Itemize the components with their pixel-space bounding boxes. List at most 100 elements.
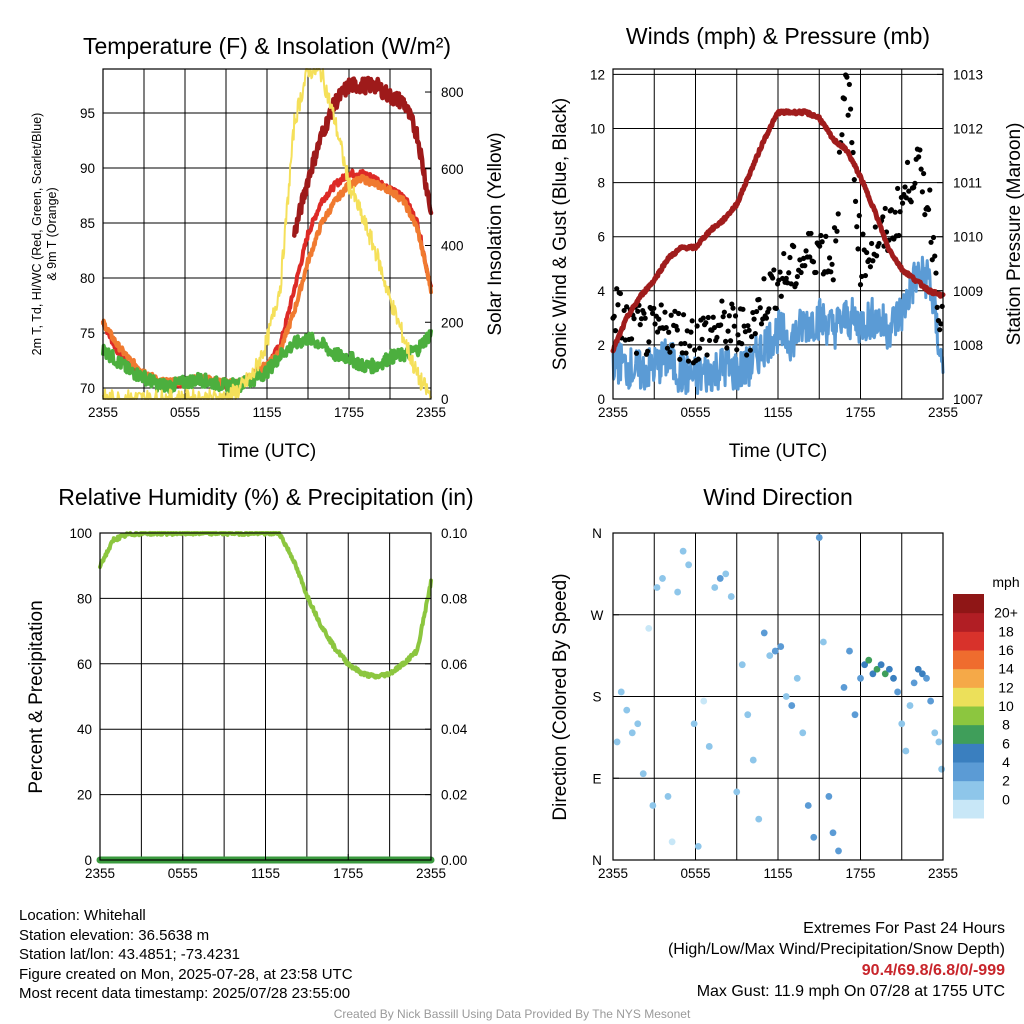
gust-point [688,329,694,335]
gust-point [745,323,751,329]
legend-label: 6 [1002,735,1010,751]
wind-direction-point [873,665,881,673]
wind-direction-point [931,729,939,737]
y-tick-label: 12 [590,67,605,82]
wind-direction-point [851,711,859,719]
y-tick-label: E [592,771,601,786]
y-right-tick-label: 600 [441,162,464,177]
wind-direction-point [777,643,785,650]
legend-label: 14 [998,661,1014,677]
legend-label: 18 [998,623,1014,639]
series-pressure [610,108,946,354]
x-tick-label: 1755 [845,866,875,881]
wind-direction-point [938,765,946,773]
gust-point [823,233,829,239]
location-text: Location: Whitehall [19,907,146,924]
x-tick-label: 0555 [170,405,200,420]
y-right-tick-label: 800 [441,85,464,100]
wind-direction-point [885,665,893,673]
gust-point [675,310,682,317]
wind-direction-point [927,697,935,705]
legend-swatch [953,594,984,614]
gust-point [650,310,656,316]
gust-point [664,345,671,351]
gust-point [654,329,661,335]
y-right-tick-label: 1007 [953,392,983,407]
gust-point [787,254,793,261]
y-tick-label: 100 [69,526,92,541]
wind-direction-point [659,575,666,582]
wind-direction-point [914,665,922,673]
gust-point [929,257,935,263]
gust-point [856,213,862,219]
gust-point [917,147,923,153]
gust-point [916,154,922,160]
wind-direction-point [840,684,848,691]
gust-point [899,200,906,206]
gust-point [682,340,688,347]
gust-point [739,341,745,347]
direction-ylabel: Direction (Colored By Speed) [550,573,571,820]
wind-direction-point [877,661,885,669]
wind-direction-point [923,674,930,682]
wind-direction-point [799,729,807,737]
wind-direction-point [835,847,842,855]
legend-swatch [953,743,984,763]
gust-point [870,258,876,264]
wind-direction-point [825,793,833,800]
gust-point [880,214,886,220]
gust-point [860,231,866,237]
gust-point [778,293,784,299]
gust-point [734,347,740,353]
gust-point [729,301,735,307]
recent-data-text: Most recent data timestamp: 2025/07/28 2… [19,985,351,1002]
legend-label: 8 [1002,717,1010,733]
y-right-tick-label: 1011 [953,176,982,191]
humidity-panel: Relative Humidity (%) & Precipitation (i… [26,484,474,881]
gust-point [798,269,804,276]
gust-point [810,259,817,265]
gust-point [864,249,870,256]
gust-point [663,325,669,331]
gust-point [937,327,943,333]
gust-point [849,139,855,146]
series-sonic-wind [611,255,945,395]
y-right-tick-label: 1010 [953,230,983,245]
gust-point [848,106,854,112]
y-tick-label: S [592,690,601,705]
x-tick-label: 0555 [168,866,198,881]
latlon-text: Station lat/lon: 43.4851; -73.4231 [19,946,241,963]
direction-title: Wind Direction [703,484,853,510]
legend-swatch [953,706,984,726]
gust-point [669,343,676,349]
y-tick-label: 90 [80,161,95,176]
gust-point [857,282,864,288]
speed-legend-title: mph [992,574,1019,590]
gust-point [642,315,648,321]
extremes-values: 90.4/69.8/6.8/0/-999 [861,962,1005,979]
wind-direction-point [685,561,693,569]
direction-panel: Wind Direction 2355 0555 1155 1755 2355NESWN… [550,484,1020,881]
y-tick-label: 85 [80,216,95,231]
gust-point [862,272,869,279]
gust-point [781,250,787,257]
gust-point [721,309,727,315]
gust-point [687,343,693,349]
wind-direction-point [910,679,918,687]
gust-point [851,177,857,183]
winds-ylabel: Sonic Wind & Gust (Blue, Black) [550,98,571,370]
gust-point [666,329,672,335]
gust-point [692,347,698,353]
gust-point [749,334,755,340]
wind-direction-point [766,652,774,660]
temperature-xlabel: Time (UTC) [218,441,317,462]
wind-direction-point [857,674,864,682]
gust-point [813,269,819,276]
gust-point [667,349,673,355]
gust-point [706,337,713,344]
gust-point [637,322,643,328]
gust-point [662,309,668,315]
y-tick-label: 40 [77,722,92,737]
wind-direction-point [738,661,746,669]
